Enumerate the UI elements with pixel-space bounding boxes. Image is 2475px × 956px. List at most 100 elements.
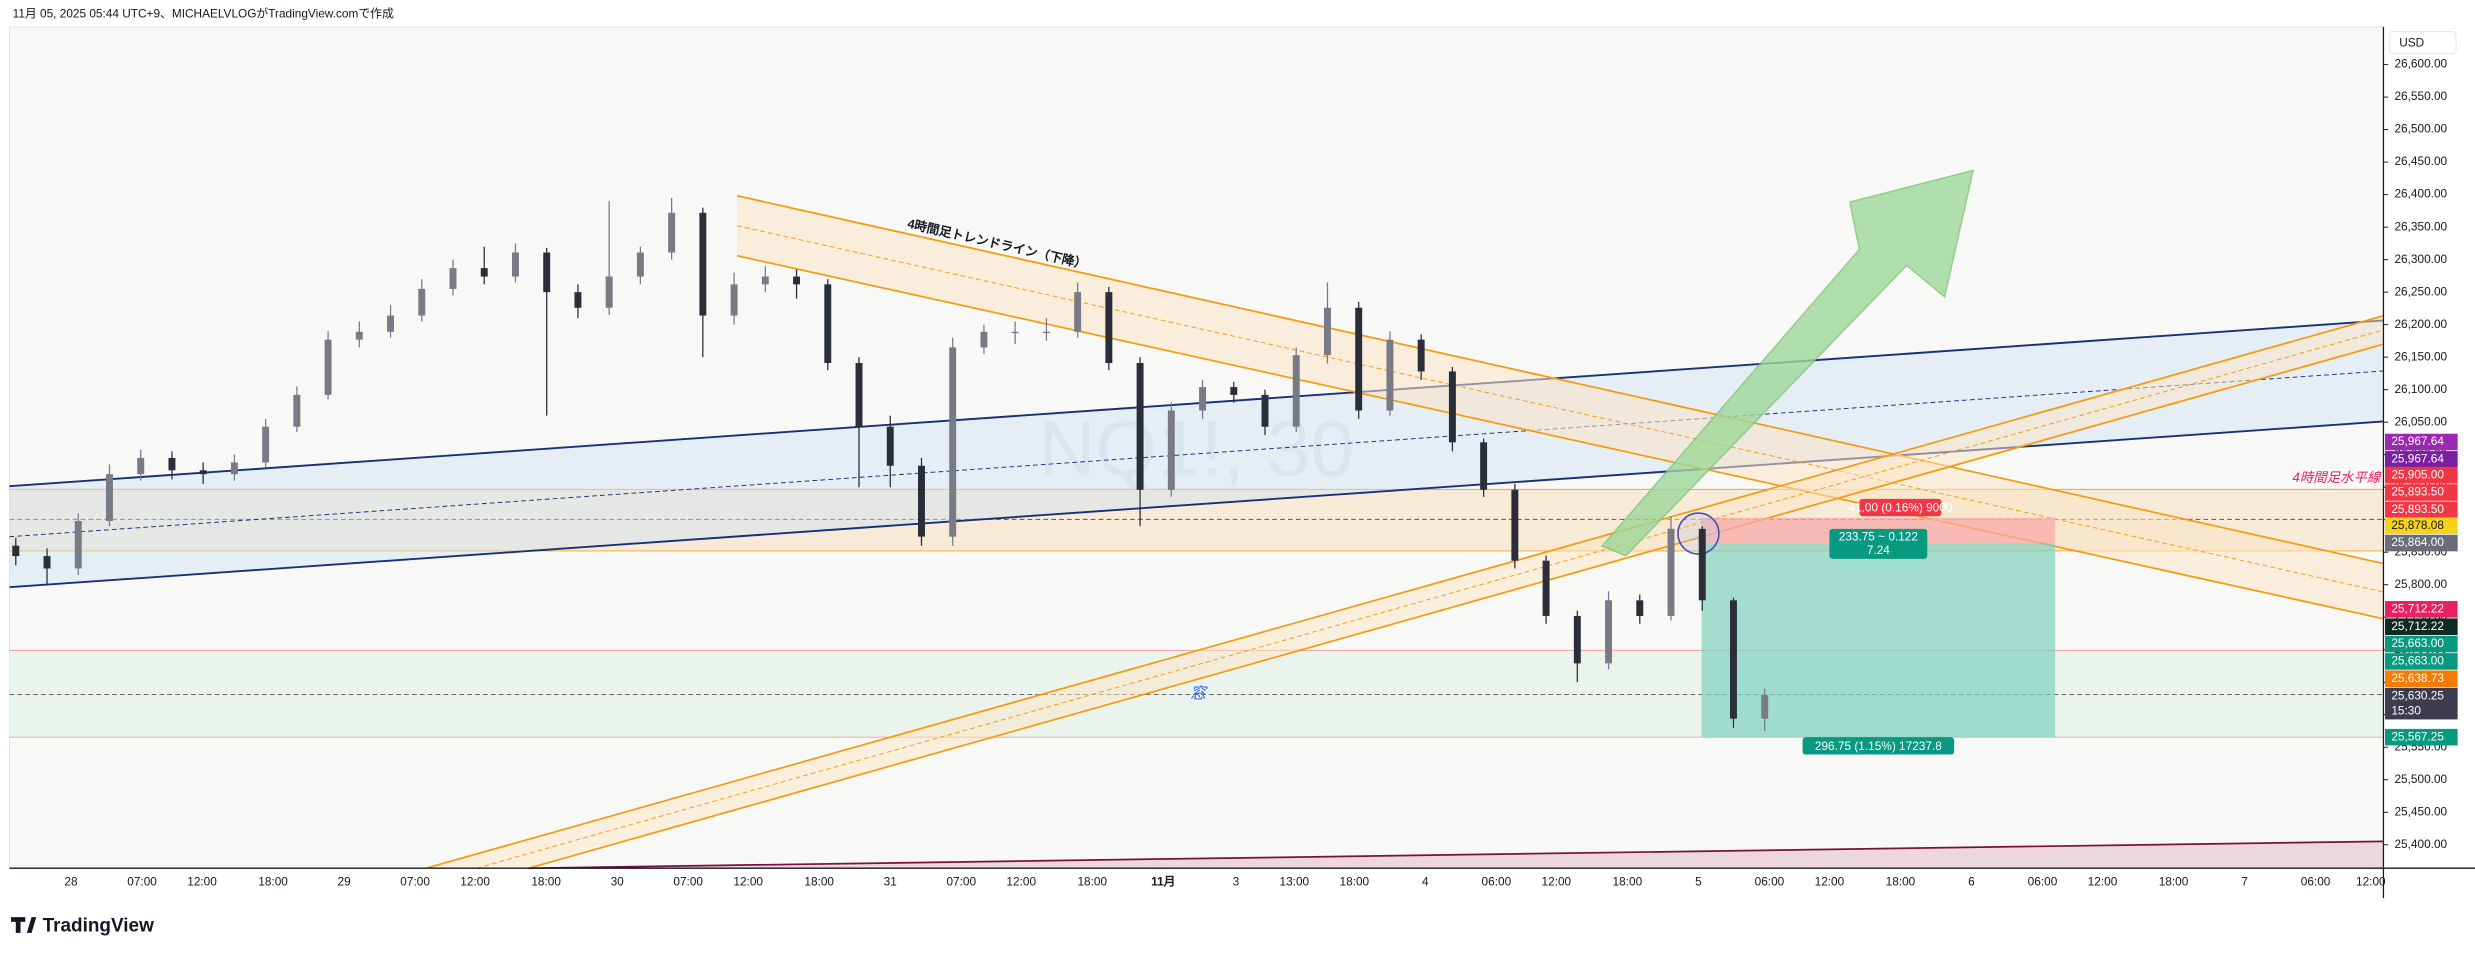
candle-body <box>1511 489 1519 561</box>
price-label: 25,864.00 <box>2391 535 2444 549</box>
candle-body <box>137 457 145 475</box>
x-tick-label: 18:00 <box>804 875 834 889</box>
y-tick-label: 26,150.00 <box>2394 349 2447 363</box>
candle-body <box>1761 695 1769 719</box>
candle-body <box>512 252 519 277</box>
x-tick-label: 11月 <box>1151 875 1175 889</box>
candle-body <box>1386 339 1394 411</box>
candle-body <box>449 268 457 289</box>
candle-body <box>761 276 769 285</box>
x-tick-label: 06:00 <box>1482 875 1512 889</box>
x-tick-label: 12:00 <box>733 875 763 889</box>
price-label-box <box>2385 484 2458 501</box>
candle-body <box>1636 600 1644 616</box>
trend-fill <box>737 195 2384 619</box>
candle-body <box>918 465 925 537</box>
price-label-box <box>2385 466 2458 484</box>
price-label: 25,630.25 <box>2391 688 2444 702</box>
x-tick-label: 07:00 <box>127 875 157 889</box>
candle-body <box>543 252 551 293</box>
trend-mid <box>737 225 2384 593</box>
candle-body <box>855 363 863 427</box>
price-label: 25,967.64 <box>2391 451 2444 465</box>
candle-body <box>730 284 738 316</box>
x-tick-label: 06:00 <box>2301 875 2331 889</box>
x-tick-label: 18:00 <box>1886 875 1916 889</box>
ratio-label: 233.75 ~ 0.122 <box>1839 530 1918 544</box>
candle-body <box>293 394 301 427</box>
up-line <box>528 343 2384 870</box>
currency-box <box>2389 31 2457 55</box>
x-tick-label: 12:00 <box>187 875 217 889</box>
candle-body <box>262 426 270 463</box>
y-tick-label: 26,400.00 <box>2394 187 2447 201</box>
price-label-box <box>2385 601 2458 618</box>
qty-label: 7.24 <box>1867 543 1890 557</box>
x-tick-label: 12:00 <box>1542 875 1572 889</box>
header: 11月 05, 2025 05:44 UTC+9、MICHAELVLOGがTra… <box>13 6 394 20</box>
x-tick-label: 06:00 <box>1755 875 1785 889</box>
channel-mid <box>9 370 2384 538</box>
y-tick-label: 26,200.00 <box>2394 317 2447 331</box>
candle-body <box>1605 600 1613 664</box>
candle-body <box>636 252 644 277</box>
candle-body <box>106 474 113 522</box>
y-tick-label: 26,550.00 <box>2394 89 2447 103</box>
y-tick-label: 26,250.00 <box>2394 284 2447 298</box>
price-label: 25,638.73 <box>2391 671 2444 685</box>
logo-text: TradingView <box>43 916 154 937</box>
x-tick-label: 29 <box>338 875 352 889</box>
logo: TradingView <box>11 916 154 937</box>
candle-body <box>1323 307 1331 356</box>
x-tick-label: 13:00 <box>1280 875 1310 889</box>
candles <box>12 197 1769 732</box>
candle-body <box>1230 387 1238 395</box>
candle-body <box>324 339 332 395</box>
candle-body <box>824 284 832 364</box>
x-tick-label: 07:00 <box>946 875 976 889</box>
x-tick-label: 3 <box>1233 875 1240 889</box>
x-tick-label: 18:00 <box>531 875 561 889</box>
y-tick-label: 26,350.00 <box>2394 219 2447 233</box>
price-label-box <box>2385 501 2458 519</box>
y-tick-label: 26,100.00 <box>2394 382 2447 396</box>
watermark: NQ1!, 30 <box>1039 404 1355 492</box>
candle-body <box>605 276 613 308</box>
candle-body <box>1074 292 1082 332</box>
candle-body <box>1292 355 1300 427</box>
price-label: 25,712.22 <box>2391 619 2444 633</box>
candle-body <box>668 212 676 253</box>
price-label-box <box>2385 670 2458 688</box>
candle-body <box>1136 363 1144 490</box>
trend-line <box>736 254 2384 620</box>
price-label: 25,712.22 <box>2391 601 2444 615</box>
candle-body <box>1448 371 1456 443</box>
up-line <box>425 314 2384 870</box>
y-tick-label: 26,500.00 <box>2394 122 2447 136</box>
candle-body <box>1355 307 1363 411</box>
candle-body <box>1417 339 1425 372</box>
candle-body <box>1011 331 1019 334</box>
candle-body <box>886 426 894 466</box>
candle-body <box>574 292 582 308</box>
price-label: 25,878.08 <box>2391 518 2444 532</box>
candle-body <box>980 331 988 348</box>
x-tick-label: 12:00 <box>1815 875 1845 889</box>
candle-body <box>12 545 20 557</box>
target-zone <box>1701 543 2056 738</box>
trend-line <box>736 194 2384 565</box>
candle-body <box>230 462 238 475</box>
candle-body <box>1261 394 1269 427</box>
candle-body <box>1542 560 1550 616</box>
y-tick-label: 26,450.00 <box>2394 154 2447 168</box>
price-label-box <box>2385 728 2458 746</box>
candle-body <box>480 268 488 277</box>
x-tick-label: 12:00 <box>2356 875 2386 889</box>
x-tick-label: 30 <box>611 875 625 889</box>
x-tick-label: 12:00 <box>1006 875 1036 889</box>
x-tick-label: 12:00 <box>2088 875 2118 889</box>
candle-body <box>1698 528 1706 601</box>
risk-label: 41.00 (0.16%) 9000 <box>1848 500 1952 514</box>
candle-body <box>1042 331 1050 334</box>
